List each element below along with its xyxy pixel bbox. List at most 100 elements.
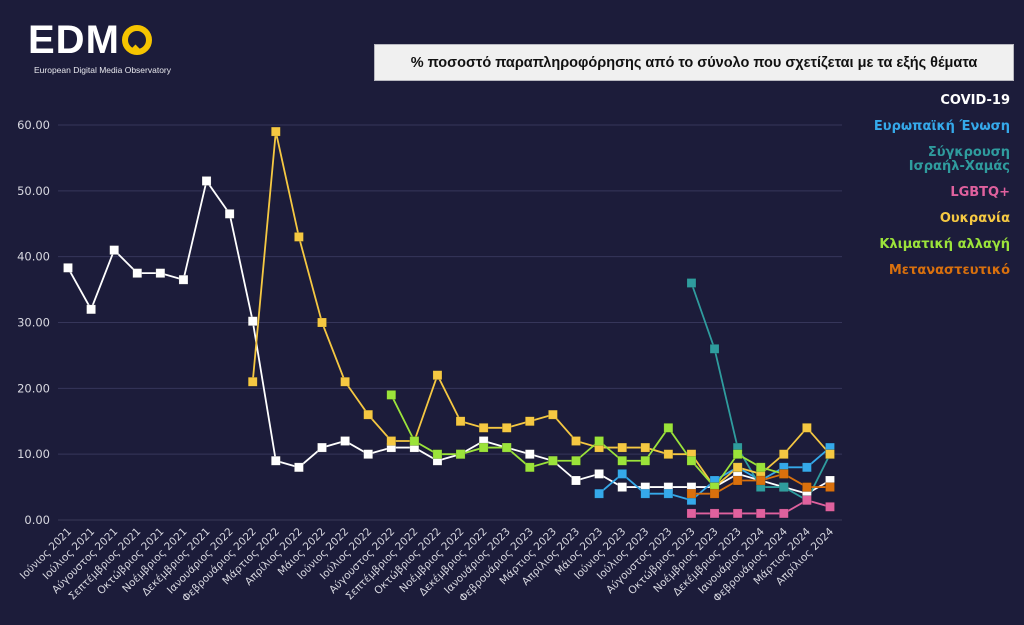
series-0-point[interactable] <box>63 263 73 273</box>
series-3-point[interactable] <box>825 502 835 512</box>
y-axis: 0.00 10.00 20.00 30.00 40.00 50.00 60.00 <box>17 118 50 527</box>
series-4-point[interactable] <box>525 416 535 426</box>
series-2-point[interactable] <box>709 344 720 354</box>
series-0-point[interactable] <box>224 209 235 219</box>
legend-item-ukraine[interactable]: Ουκρανία <box>874 212 1010 226</box>
series-5-point[interactable] <box>617 456 627 466</box>
series-4-point[interactable] <box>501 423 512 433</box>
series-2-point[interactable] <box>779 482 789 492</box>
legend-item-eu[interactable]: Ευρωπαϊκή Ένωση <box>874 120 1010 134</box>
series-0-point[interactable] <box>86 304 96 315</box>
series-4-point[interactable] <box>663 449 674 459</box>
series-3-point[interactable] <box>779 508 789 519</box>
series-5-point[interactable] <box>755 462 766 473</box>
logo-subtitle: European Digital Media Observatory <box>34 65 172 75</box>
series-0-point[interactable] <box>294 462 304 473</box>
series-5-point[interactable] <box>455 449 466 459</box>
legend-item-israel-hamas[interactable]: Σύγκρουση Ισραήλ-Χαμάς <box>874 146 1010 174</box>
series-0-point[interactable] <box>132 268 143 278</box>
series-5-point[interactable] <box>386 390 397 400</box>
series-4-point[interactable] <box>317 317 327 328</box>
series-3-point[interactable] <box>755 508 766 519</box>
series-0-point[interactable] <box>525 449 535 459</box>
series-4-point[interactable] <box>571 436 581 446</box>
series-6-point[interactable] <box>732 475 743 486</box>
series-2-point[interactable] <box>686 278 697 288</box>
series-5-point[interactable] <box>478 442 489 453</box>
series-4-line <box>251 131 831 489</box>
series-6-point[interactable] <box>802 482 812 492</box>
series-6-point[interactable] <box>709 488 720 499</box>
series-3-point[interactable] <box>686 508 697 519</box>
series-5-point[interactable] <box>594 436 604 446</box>
legend: COVID-19 Ευρωπαϊκή Ένωση Σύγκρουση Ισραήλ… <box>874 94 1010 290</box>
series-0-point[interactable] <box>201 176 212 186</box>
legend-item-covid[interactable]: COVID-19 <box>874 94 1010 108</box>
series-4-point[interactable] <box>617 442 627 453</box>
series-4-point[interactable] <box>802 423 812 433</box>
series-5-point[interactable] <box>686 456 697 466</box>
series-4-point[interactable] <box>455 416 466 426</box>
series-5-point[interactable] <box>732 449 743 459</box>
series-4-point[interactable] <box>340 377 350 387</box>
series-4-point[interactable] <box>363 409 373 420</box>
series-0-point[interactable] <box>340 436 350 446</box>
series-4-point[interactable] <box>432 370 443 380</box>
series-5-point[interactable] <box>409 436 420 446</box>
series-6-point[interactable] <box>779 469 789 479</box>
series-4-point[interactable] <box>247 377 258 387</box>
series-3-point[interactable] <box>709 508 720 519</box>
gridlines <box>58 124 842 521</box>
legend-label: COVID-19 <box>940 93 1010 108</box>
series-4-point[interactable] <box>825 449 835 459</box>
series-1-point[interactable] <box>640 488 651 499</box>
y-tick-label: 20.00 <box>17 381 50 395</box>
series-1-point[interactable] <box>594 488 604 499</box>
series-4-point[interactable] <box>294 232 304 242</box>
legend-label: Ουκρανία <box>939 211 1010 226</box>
series-6-point[interactable] <box>686 488 697 499</box>
series-0-point[interactable] <box>271 456 281 466</box>
series-0-point[interactable] <box>317 442 327 453</box>
series-5-point[interactable] <box>501 442 512 453</box>
series-5-point[interactable] <box>640 456 651 466</box>
series-0-point[interactable] <box>247 316 258 326</box>
legend-item-climate[interactable]: Κλιματική αλλαγή <box>874 238 1010 252</box>
series-5-point[interactable] <box>663 423 674 433</box>
series-0-point[interactable] <box>571 475 581 486</box>
legend-label: Ευρωπαϊκή Ένωση <box>873 119 1010 134</box>
series-1-point[interactable] <box>663 488 674 499</box>
series-0-line <box>67 178 831 495</box>
series-1-point[interactable] <box>802 462 812 473</box>
series-4-point[interactable] <box>548 409 558 420</box>
series-4-point[interactable] <box>271 126 281 137</box>
series-3-point[interactable] <box>732 508 743 519</box>
series-0-point[interactable] <box>178 274 189 285</box>
legend-item-lgbtq[interactable]: LGBTQ+ <box>874 186 1010 200</box>
series-5-point[interactable] <box>432 449 443 459</box>
series-5-point[interactable] <box>548 456 558 466</box>
series-4-point[interactable] <box>478 423 489 433</box>
edmo-logo: EDM European Digital Media Observatory <box>28 20 171 75</box>
series-6-point[interactable] <box>825 482 835 492</box>
series-1-point[interactable] <box>617 469 627 479</box>
series-4-point[interactable] <box>640 442 651 453</box>
series-0-point[interactable] <box>155 268 166 278</box>
series-6-point[interactable] <box>755 475 766 486</box>
series-3-point[interactable] <box>802 495 812 505</box>
series-0-point[interactable] <box>363 449 373 459</box>
legend-label-line2: Ισραήλ-Χαμάς <box>908 159 1010 174</box>
series-0-point[interactable] <box>109 245 119 255</box>
series-0-point[interactable] <box>617 482 627 492</box>
series-points <box>63 126 835 519</box>
y-tick-label: 10.00 <box>17 447 50 461</box>
series-4-point[interactable] <box>779 449 789 459</box>
legend-item-migration[interactable]: Μεταναστευτικό <box>874 264 1010 278</box>
series-0-point[interactable] <box>594 469 604 479</box>
series-4-point[interactable] <box>386 436 397 446</box>
series-4-point[interactable] <box>732 462 743 473</box>
series-5-point[interactable] <box>571 456 581 466</box>
series-5-point[interactable] <box>525 462 535 473</box>
